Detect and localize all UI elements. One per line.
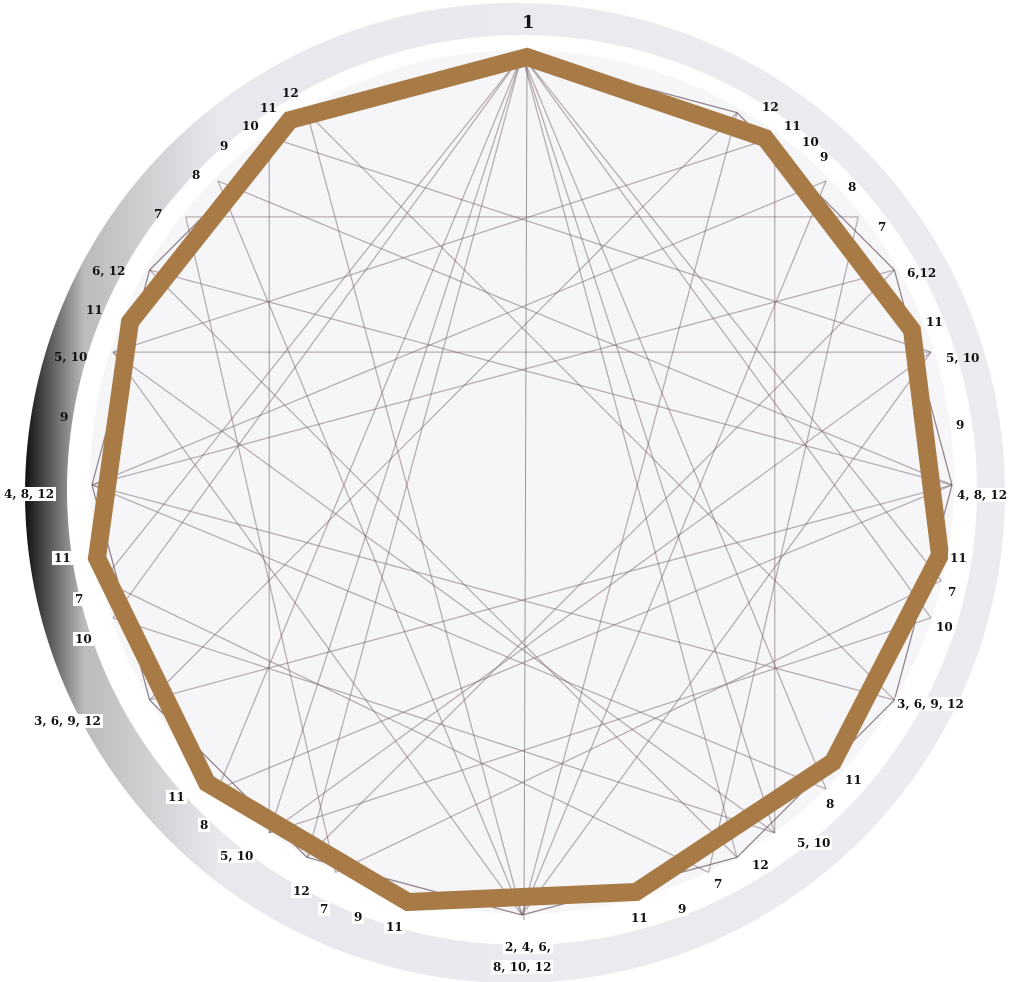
vertex-label: 12 — [762, 100, 779, 114]
chord-line — [335, 580, 942, 874]
chord-line — [112, 351, 523, 916]
vertex-label: 11 — [629, 911, 650, 925]
chord-line — [112, 617, 775, 834]
chord-line — [521, 180, 827, 916]
vertex-label: 8, 10, 12 — [491, 960, 554, 974]
vertex-label: 8 — [824, 797, 837, 811]
vertex-label: 7 — [73, 592, 86, 606]
chord-line — [91, 180, 827, 486]
vertex-label: 8 — [192, 168, 201, 182]
paper-disc — [90, 50, 954, 914]
chord-line — [91, 269, 895, 486]
chord-line — [102, 54, 523, 582]
vertex-label: 12 — [750, 858, 771, 872]
chord-line — [521, 54, 827, 790]
vertex-label: 6,12 — [907, 266, 937, 280]
chord-line — [268, 351, 932, 834]
chord-line — [217, 180, 953, 486]
vertex-label: 7 — [712, 877, 725, 891]
chord-line — [112, 136, 775, 353]
chord-line — [149, 269, 738, 858]
chord-line — [91, 484, 895, 701]
vertical-axis — [523, 56, 528, 921]
vertex-label: 11 — [948, 551, 969, 565]
vertex-label: 6, 12 — [92, 264, 126, 278]
vertex-label: 12 — [291, 884, 312, 898]
vertex-label: 10 — [802, 135, 819, 149]
chord-line — [269, 617, 932, 834]
chord-line — [306, 54, 523, 858]
chord-line — [102, 580, 709, 874]
chord-line — [269, 136, 932, 353]
vertex-label: 5, 10 — [218, 849, 256, 863]
vertex-label: 11 — [384, 920, 405, 934]
vertex-label: 11 — [926, 315, 943, 329]
vertex-label: 10 — [934, 620, 955, 634]
vertex-label: 9 — [60, 410, 69, 424]
vertex-label: 7 — [878, 220, 887, 234]
chord-line — [91, 484, 827, 790]
vertex-label: 8 — [198, 818, 211, 832]
vertex-label-top: 1 — [522, 12, 535, 33]
chord-line — [149, 269, 953, 486]
chord-line — [521, 112, 738, 916]
vertex-label: 2, 4, 6, — [503, 940, 553, 954]
vertex-label: 9 — [676, 902, 689, 916]
vertex-label: 9 — [220, 139, 229, 153]
chord-line — [217, 180, 523, 916]
vertex-label: 12 — [282, 86, 299, 100]
vertex-label: 5, 10 — [795, 836, 833, 850]
vertex-label: 11 — [260, 101, 277, 115]
chord-lines — [91, 54, 953, 916]
chord-line — [217, 484, 953, 790]
vertex-label: 9 — [352, 910, 365, 924]
vertex-label: 9 — [954, 418, 967, 432]
chord-line — [306, 269, 895, 858]
chord-line — [306, 112, 523, 916]
vertex-label: 4, 8, 12 — [955, 488, 1010, 502]
chord-line — [521, 351, 932, 916]
vertex-label: 4, 8, 12 — [2, 487, 57, 501]
vertex-label: 10 — [73, 632, 94, 646]
chord-line — [521, 54, 932, 619]
vertex-label: 5, 10 — [946, 351, 980, 365]
chord-line — [217, 54, 523, 790]
chord-line — [521, 54, 942, 582]
vertex-label: 11 — [784, 119, 801, 133]
chord-line — [521, 54, 776, 834]
vertex-label: 11 — [52, 551, 73, 565]
vertex-label: 11 — [843, 773, 864, 787]
chord-line — [521, 54, 738, 858]
chord-line — [112, 54, 523, 619]
vertex-label: 8 — [848, 180, 857, 194]
vertex-label: 7 — [318, 902, 331, 916]
vertex-label: 7 — [154, 207, 163, 221]
vertex-label: 3, 6, 9, 12 — [895, 697, 966, 711]
chord-line — [112, 351, 776, 834]
vertex-label: 11 — [166, 790, 187, 804]
vertex-label: 5, 10 — [54, 350, 88, 364]
chord-line — [149, 112, 738, 701]
vertex-label: 10 — [242, 119, 259, 133]
chord-line — [185, 216, 337, 873]
vertex-label: 7 — [946, 585, 959, 599]
vertex-label: 9 — [820, 150, 829, 164]
chord-line — [149, 484, 953, 701]
vertex-label: 11 — [86, 303, 103, 317]
hendecagon-polygon — [87, 47, 950, 912]
chord-line — [268, 54, 523, 834]
vertex-label: 3, 6, 9, 12 — [32, 714, 103, 728]
chord-line — [306, 112, 895, 701]
chord-line — [707, 216, 859, 873]
